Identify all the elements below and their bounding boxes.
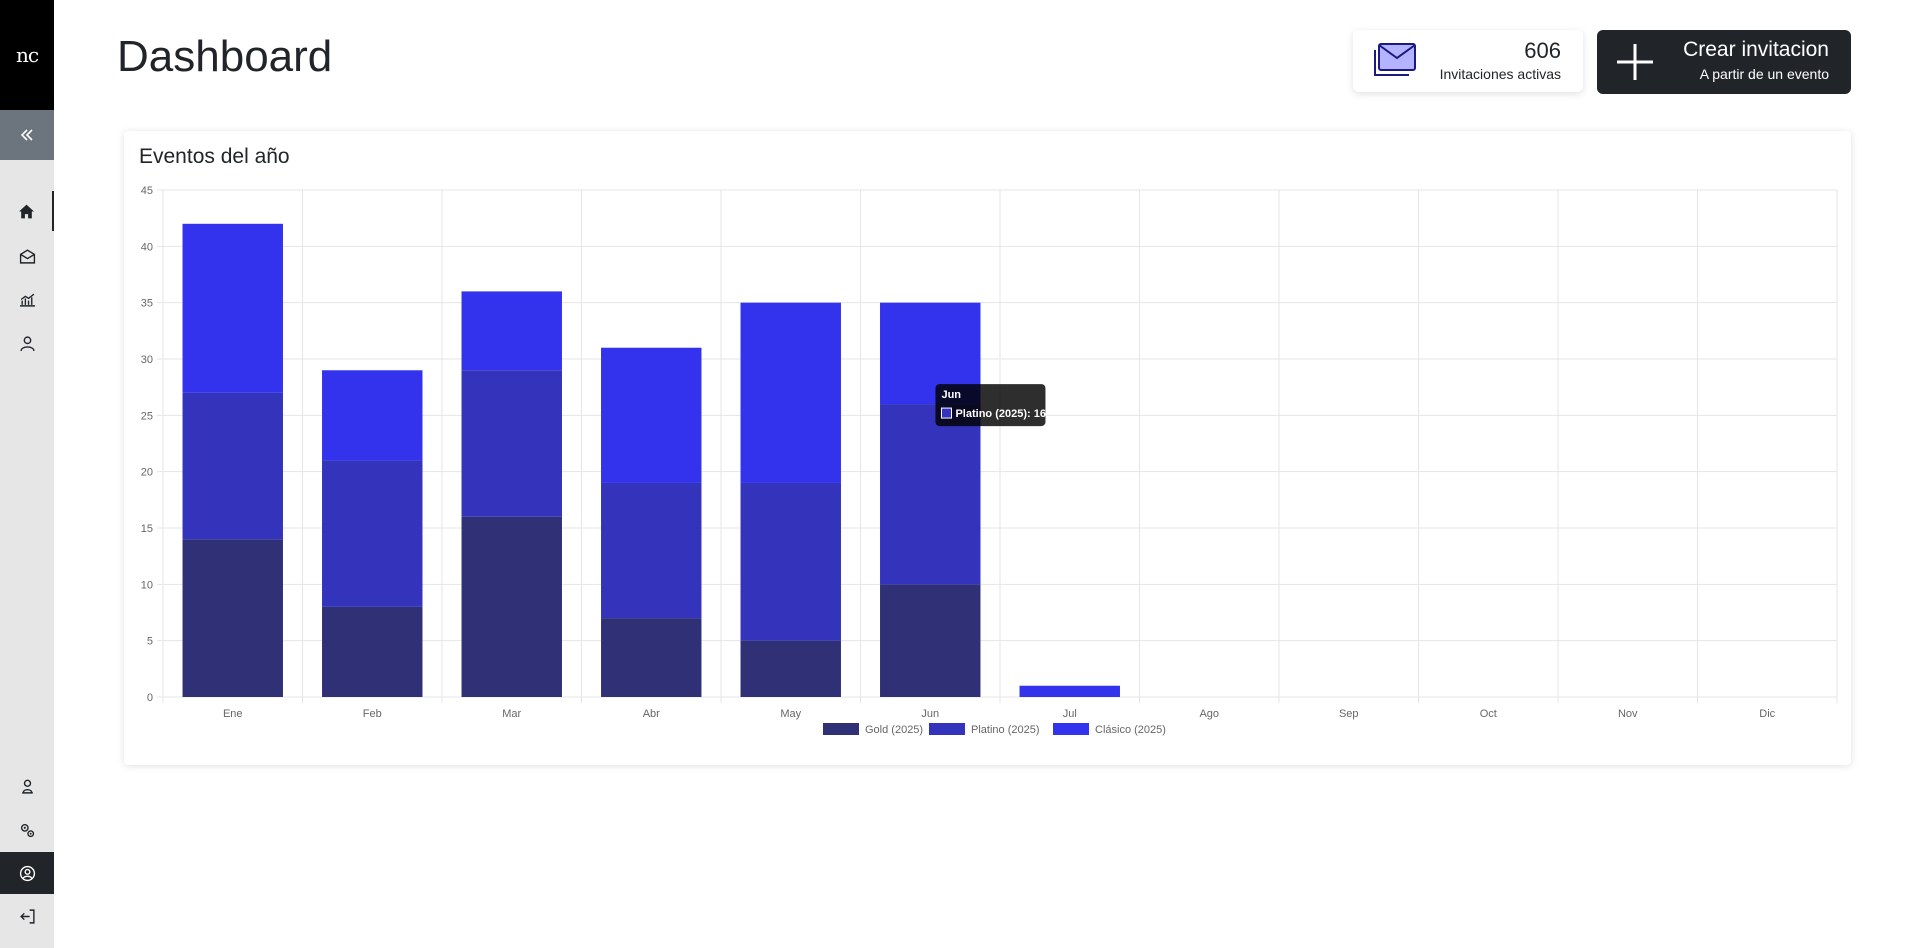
create-invitation-label: Crear invitacion xyxy=(1683,38,1829,61)
mail-icon xyxy=(1374,43,1416,76)
x-tick-label: Feb xyxy=(363,708,382,720)
x-tick-label: Jun xyxy=(921,708,939,720)
nav-accounts[interactable] xyxy=(0,766,54,806)
logout-icon xyxy=(19,908,35,924)
bar-platino xyxy=(880,404,981,585)
bar-clásico xyxy=(322,370,423,461)
x-tick-label: Nov xyxy=(1618,708,1638,720)
accounts-icon xyxy=(21,779,33,794)
bar-gold xyxy=(182,539,283,697)
y-tick-label: 45 xyxy=(141,185,153,197)
tooltip-title: Jun xyxy=(941,389,961,401)
create-invitation-button[interactable]: Crear invitacion A partir de un evento xyxy=(1597,30,1851,94)
page-title: Dashboard xyxy=(117,32,333,81)
tooltip-box xyxy=(935,384,1046,427)
nav-home[interactable] xyxy=(0,191,54,231)
y-tick-label: 40 xyxy=(141,241,153,253)
y-tick-label: 0 xyxy=(147,692,153,704)
nav-stats[interactable] xyxy=(0,279,54,319)
y-tick-label: 5 xyxy=(147,636,153,648)
events-chart: 0 5 10 15 20 25 30 35 40 45 Ene Feb Mar Abr May Jun Jul A… xyxy=(141,185,1838,736)
active-invitations-label: Invitaciones activas xyxy=(1439,66,1561,82)
profile-icon xyxy=(19,865,35,881)
x-tick-label: May xyxy=(780,708,801,720)
x-tick-label: Ene xyxy=(223,708,243,720)
collapse-sidebar-button[interactable] xyxy=(0,110,54,160)
x-tick-label: Ago xyxy=(1199,708,1219,720)
bar-gold xyxy=(880,584,981,697)
sidebar: nc xyxy=(0,0,54,948)
user-icon xyxy=(19,335,35,351)
x-tick-label: Abr xyxy=(643,708,660,720)
double-chevron-left-icon xyxy=(20,129,33,141)
create-invitation-sublabel: A partir de un evento xyxy=(1699,66,1829,82)
bar-platino xyxy=(322,460,423,607)
x-tick-label: Jul xyxy=(1063,708,1077,720)
legend-label: Clásico (2025) xyxy=(1095,724,1166,736)
nav-profile[interactable] xyxy=(0,852,54,894)
nav-settings[interactable] xyxy=(0,810,54,850)
invitations-icon xyxy=(19,248,35,264)
bar-platino xyxy=(182,392,283,540)
stats-icon xyxy=(19,293,35,307)
bar-clásico xyxy=(601,347,702,483)
y-tick-label: 30 xyxy=(141,354,153,366)
bar-gold xyxy=(740,640,841,697)
x-tick-label: Mar xyxy=(502,708,521,720)
y-tick-label: 20 xyxy=(141,467,153,479)
tooltip-swatch xyxy=(940,407,952,419)
active-invitations-card: 606 Invitaciones activas xyxy=(1353,30,1583,92)
bar-platino xyxy=(740,482,841,641)
x-tick-label: Oct xyxy=(1480,708,1497,720)
bar-gold xyxy=(601,618,702,697)
bar-platino xyxy=(461,370,562,517)
bar-platino xyxy=(601,482,702,619)
plus-icon xyxy=(1617,44,1653,80)
app-logo: nc xyxy=(0,0,54,110)
tooltip-text: Platino (2025): 16 xyxy=(955,408,1045,420)
legend-label: Platino (2025) xyxy=(971,724,1040,736)
y-tick-label: 10 xyxy=(141,579,153,591)
y-tick-label: 35 xyxy=(141,298,153,310)
bar-clásico xyxy=(182,223,283,393)
bar-gold xyxy=(461,516,562,697)
events-chart-card: Eventos del año 0 5 10 15 20 25 30 35 40 45 Ene Feb… xyxy=(124,131,1851,765)
bar-gold xyxy=(322,606,423,697)
legend-label: Gold (2025) xyxy=(865,724,923,736)
legend-swatch xyxy=(823,723,859,735)
legend-swatch xyxy=(929,723,965,735)
nav-user[interactable] xyxy=(0,323,54,363)
nav-invitations[interactable] xyxy=(0,236,54,276)
x-tick-label: Sep xyxy=(1339,708,1359,720)
y-tick-label: 15 xyxy=(141,523,153,535)
chart-title: Eventos del año xyxy=(139,145,290,168)
home-icon xyxy=(18,204,34,218)
nav-logout[interactable] xyxy=(0,896,54,936)
y-tick-label: 25 xyxy=(141,410,153,422)
settings-icon xyxy=(20,823,34,837)
bar-clásico xyxy=(1019,685,1120,697)
legend-swatch xyxy=(1053,723,1089,735)
bar-clásico xyxy=(461,291,562,371)
x-tick-label: Dic xyxy=(1759,708,1775,720)
active-invitations-count: 606 xyxy=(1524,38,1561,63)
bar-clásico xyxy=(740,302,841,483)
